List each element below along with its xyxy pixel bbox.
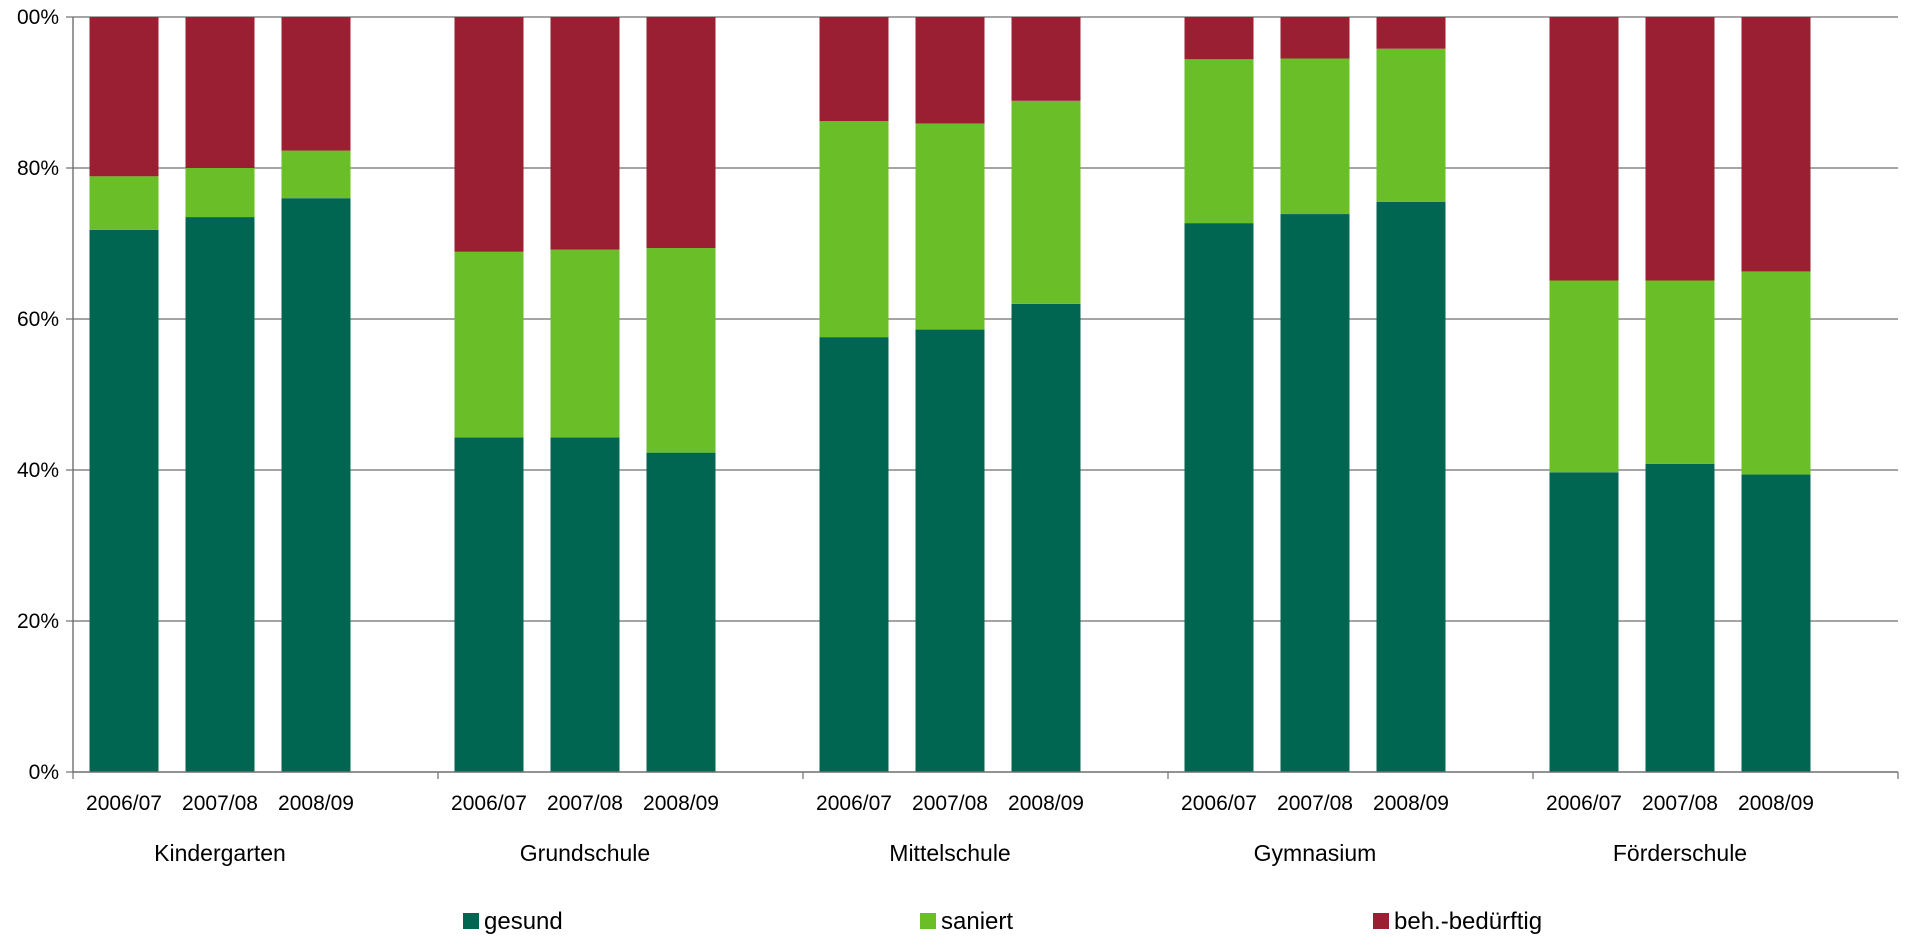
bar-segment (915, 329, 985, 772)
bar-segment (454, 251, 524, 438)
bar-segment (819, 121, 889, 338)
legend-swatch (463, 913, 479, 929)
bar-segment (1184, 223, 1254, 773)
bar-segment (915, 17, 985, 124)
y-tick-label: 60% (17, 308, 59, 331)
x-tick-label: 2007/08 (547, 792, 623, 815)
y-tick-label: 20% (17, 610, 59, 633)
bar-segment (550, 17, 620, 250)
bar-segment (819, 17, 889, 122)
bar-segment (185, 17, 255, 168)
x-tick-label: 2007/08 (912, 792, 988, 815)
bar-segment (185, 217, 255, 772)
bar-segment (1011, 303, 1081, 772)
group-label: Grundschule (520, 840, 650, 866)
bar-segment (1549, 280, 1619, 473)
bar-segment (454, 437, 524, 772)
bar-segment (646, 248, 716, 453)
x-tick-label: 2007/08 (1277, 792, 1353, 815)
bar-segment (1645, 280, 1715, 464)
bar-segment (646, 452, 716, 772)
y-tick-label: 0% (29, 761, 59, 784)
x-tick-label: 2008/09 (1373, 792, 1449, 815)
bar-segment (550, 437, 620, 772)
bar-segment (1645, 463, 1715, 772)
x-tick-label: 2008/09 (1738, 792, 1814, 815)
x-tick-label: 2008/09 (278, 792, 354, 815)
group-label: Kindergarten (154, 840, 286, 866)
x-tick-label: 2008/09 (1008, 792, 1084, 815)
x-tick-label: 2007/08 (1642, 792, 1718, 815)
legend-swatch (920, 913, 936, 929)
bar-segment (89, 229, 159, 772)
bar-segment (281, 17, 351, 151)
bar-segment (1011, 100, 1081, 304)
bar-segment (1549, 17, 1619, 281)
bar-segment (550, 249, 620, 438)
x-tick-label: 2006/07 (1546, 792, 1622, 815)
bar-segment (281, 150, 351, 199)
legend-swatch (1373, 913, 1389, 929)
bar-segment (1280, 58, 1350, 215)
bar-segment (1011, 17, 1081, 101)
group-label: Gymnasium (1254, 840, 1377, 866)
bar-segment (89, 17, 159, 177)
bar-segment (1376, 48, 1446, 202)
bar-segment (646, 17, 716, 249)
x-tick-label: 2008/09 (643, 792, 719, 815)
bar-segment (1280, 17, 1350, 59)
x-tick-label: 2006/07 (816, 792, 892, 815)
group-label: Mittelschule (889, 840, 1010, 866)
bar-segment (454, 17, 524, 252)
group-label: Förderschule (1613, 840, 1747, 866)
bar-segment (1645, 17, 1715, 281)
bar-segment (89, 176, 159, 230)
y-tick-label: 40% (17, 459, 59, 482)
bar-segment (1280, 214, 1350, 772)
y-tick-label: 00% (17, 6, 59, 29)
bar-segment (1184, 17, 1254, 60)
bar-segment (1376, 201, 1446, 773)
legend-label: saniert (941, 908, 1013, 935)
bar-segment (1741, 271, 1811, 475)
bar-segment (1549, 472, 1619, 772)
legend-label: gesund (484, 908, 563, 935)
bar-segment (1741, 474, 1811, 772)
bar-segment (1376, 17, 1446, 49)
bar-segment (1184, 59, 1254, 224)
x-tick-label: 2007/08 (182, 792, 258, 815)
bar-segment (281, 198, 351, 772)
bar-segment (185, 168, 255, 218)
y-tick-label: 80% (17, 157, 59, 180)
bar-segment (1741, 17, 1811, 272)
legend-label: beh.-bedürftig (1394, 908, 1542, 935)
x-tick-label: 2006/07 (451, 792, 527, 815)
bar-segment (915, 123, 985, 330)
x-tick-label: 2006/07 (1181, 792, 1257, 815)
bar-segment (819, 337, 889, 772)
x-tick-label: 2006/07 (86, 792, 162, 815)
